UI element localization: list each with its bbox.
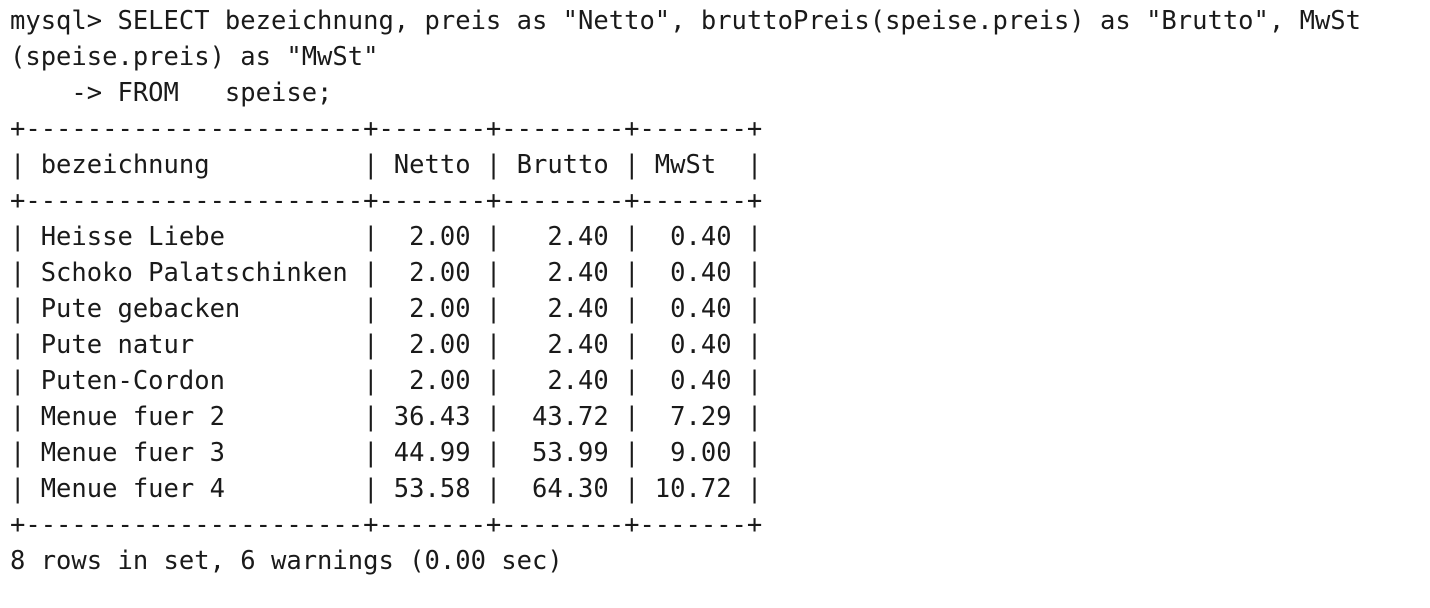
table-header: | bezeichnung | Netto | Brutto | MwSt | (10, 150, 763, 180)
table-border-bottom: +----------------------+-------+--------… (10, 510, 763, 540)
table-row: | Schoko Palatschinken | 2.00 | 2.40 | 0… (10, 258, 763, 288)
table-border-top: +----------------------+-------+--------… (10, 114, 763, 144)
query-line-1: mysql> SELECT bezeichnung, preis as "Net… (10, 6, 1362, 36)
table-row: | Puten-Cordon | 2.00 | 2.40 | 0.40 | (10, 366, 763, 396)
table-row: | Pute natur | 2.00 | 2.40 | 0.40 | (10, 330, 763, 360)
table-row: | Menue fuer 4 | 53.58 | 64.30 | 10.72 | (10, 474, 763, 504)
result-summary: 8 rows in set, 6 warnings (0.00 sec) (10, 546, 563, 576)
query-line-2: (speise.preis) as "MwSt" (10, 42, 379, 72)
table-border-header: +----------------------+-------+--------… (10, 186, 763, 216)
table-row: | Heisse Liebe | 2.00 | 2.40 | 0.40 | (10, 222, 763, 252)
table-row: | Menue fuer 2 | 36.43 | 43.72 | 7.29 | (10, 402, 763, 432)
query-line-3: -> FROM speise; (10, 78, 333, 108)
table-row: | Menue fuer 3 | 44.99 | 53.99 | 9.00 | (10, 438, 763, 468)
table-row: | Pute gebacken | 2.00 | 2.40 | 0.40 | (10, 294, 763, 324)
